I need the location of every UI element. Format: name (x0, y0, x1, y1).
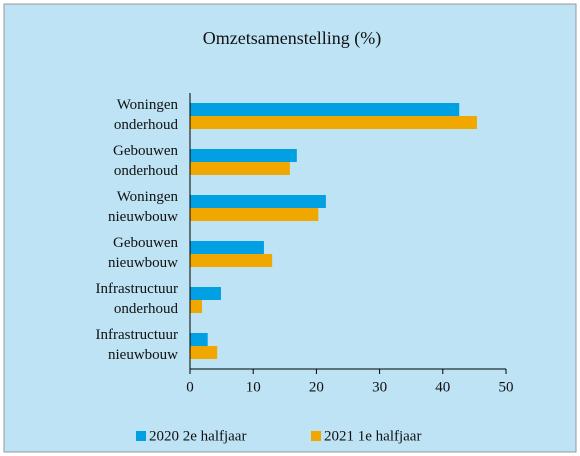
y-tick-label: Gebouwen onderhoud (113, 143, 178, 179)
chart-background (3, 3, 577, 453)
legend-swatch (136, 431, 146, 441)
bar (190, 241, 264, 254)
bar (190, 149, 297, 162)
bar (190, 333, 208, 346)
bar (190, 346, 218, 359)
y-tick-label: Woningen nieuwbouw (108, 189, 178, 225)
bar (190, 287, 221, 300)
legend-swatch (311, 431, 321, 441)
chart-title: Omzetsamenstelling (%) (203, 28, 381, 49)
legend-label: 2020 2e halfjaar (149, 428, 246, 444)
y-tick-label: Infrastructuur nieuwbouw (96, 327, 179, 363)
legend-label: 2021 1e halfjaar (324, 428, 421, 444)
x-tick-label: 20 (309, 379, 324, 395)
y-tick-label: Infrastructuur onderhoud (96, 281, 179, 317)
x-tick-label: 50 (499, 379, 514, 395)
y-tick-label: Gebouwen nieuwbouw (108, 235, 178, 271)
bar (190, 116, 477, 129)
y-tick-label: Woningen onderhoud (114, 97, 179, 133)
bar (190, 195, 326, 208)
x-tick-label: 0 (186, 379, 194, 395)
bar (190, 254, 273, 267)
x-tick-label: 30 (372, 379, 387, 395)
x-tick-label: 40 (435, 379, 450, 395)
x-tick-label: 10 (246, 379, 261, 395)
bar (190, 162, 290, 175)
bar (190, 103, 460, 116)
bar (190, 208, 319, 221)
bar (190, 300, 203, 313)
